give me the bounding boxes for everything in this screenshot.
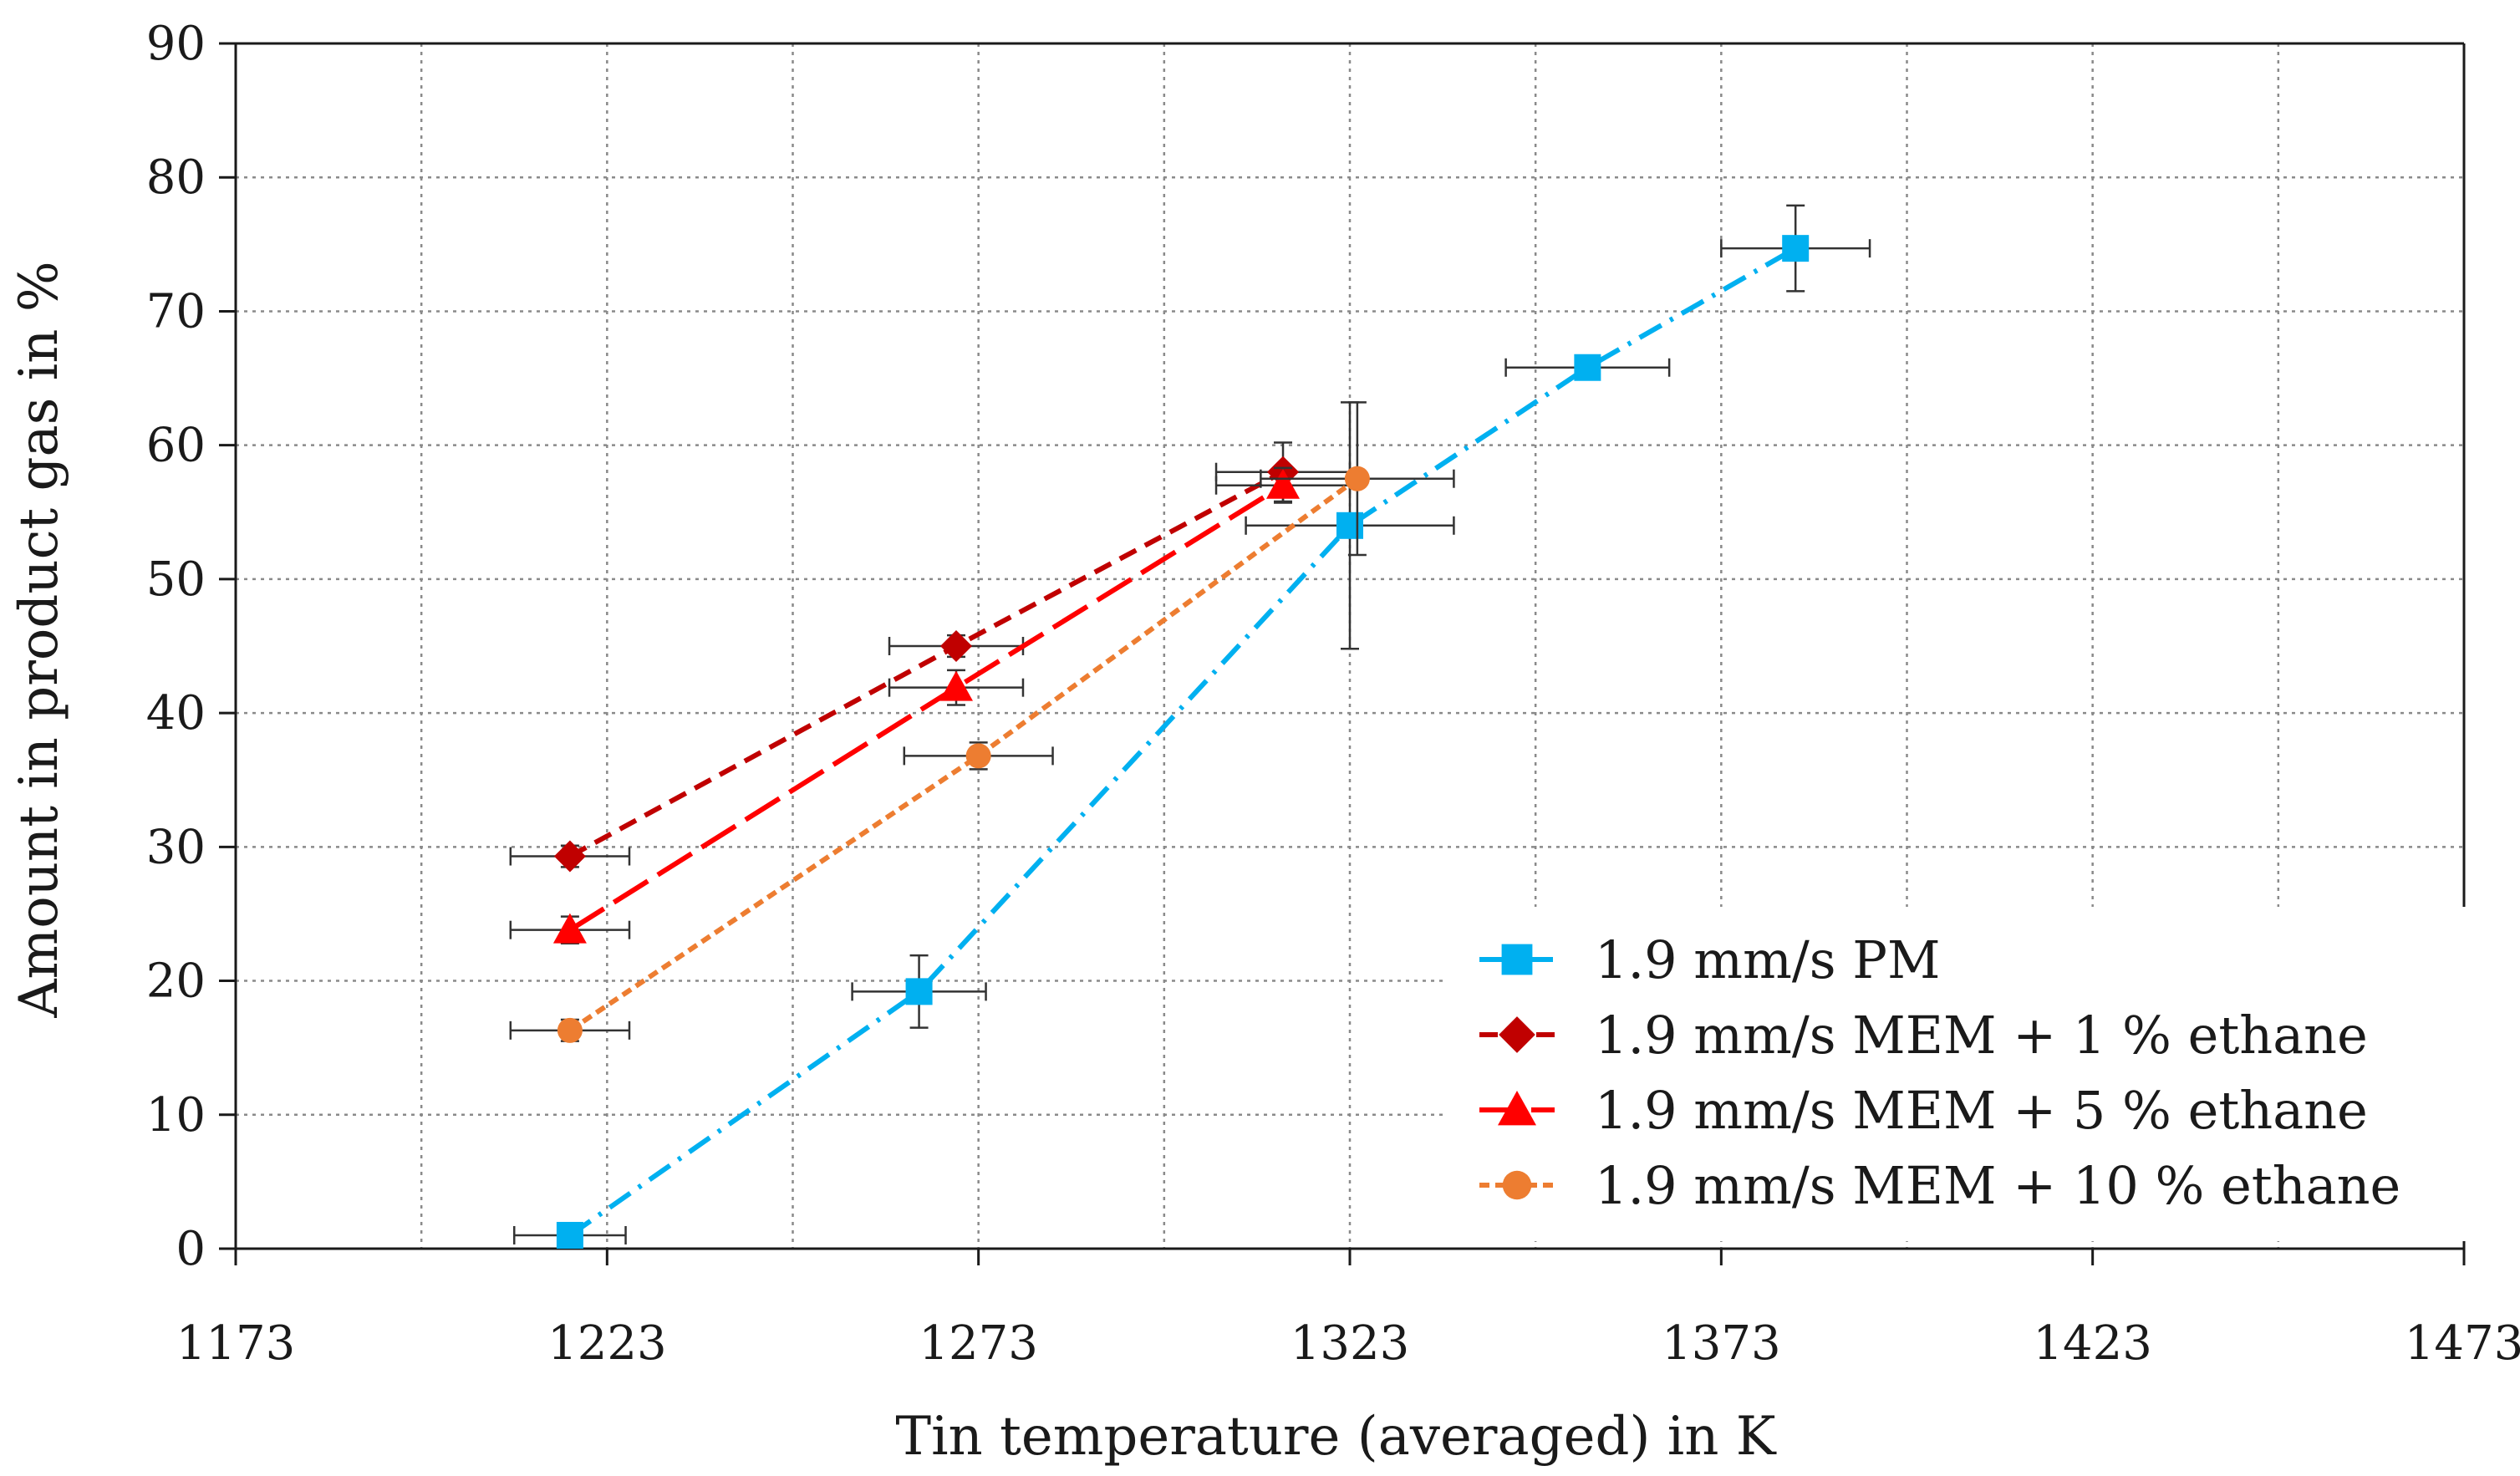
series-group <box>513 204 1871 1249</box>
legend-marker <box>1502 1170 1532 1200</box>
x-tick-label: 1423 <box>2033 1316 2152 1371</box>
legend-label: 1.9 mm/s MEM + 5 % ethane <box>1595 1080 2368 1141</box>
series-group <box>509 466 1352 944</box>
y-tick-label: 20 <box>146 954 206 1009</box>
data-point <box>556 1221 583 1249</box>
data-point <box>1782 235 1810 262</box>
x-tick-label: 1273 <box>919 1316 1038 1371</box>
y-tick-label: 30 <box>146 820 206 874</box>
x-tick-label: 1373 <box>1662 1316 1781 1371</box>
legend-label: 1.9 mm/s MEM + 10 % ethane <box>1595 1155 2400 1216</box>
data-point <box>552 913 587 944</box>
data-point <box>553 840 586 873</box>
y-tick-label: 50 <box>146 552 206 607</box>
y-axis-title: Amount in product gas in % <box>8 261 70 1018</box>
legend-background <box>1446 907 2466 1241</box>
data-point <box>1266 468 1301 499</box>
data-point <box>1336 512 1363 539</box>
x-tick-label: 1223 <box>547 1316 667 1371</box>
data-point <box>939 670 974 701</box>
legend-marker <box>1498 1091 1536 1126</box>
y-tick-label: 60 <box>146 419 206 473</box>
series-line <box>568 246 1797 1238</box>
y-tick-label: 70 <box>146 284 206 338</box>
y-tick-label: 0 <box>176 1222 206 1276</box>
x-tick-label: 1473 <box>2405 1316 2520 1371</box>
series-line <box>568 483 1285 933</box>
data-point <box>905 978 933 1005</box>
x-axis-title: Tin temperature (averaged) in K <box>895 1406 1776 1468</box>
data-point <box>965 743 991 769</box>
data-series <box>509 204 1871 1249</box>
series-line <box>568 476 1359 1033</box>
legend-label: 1.9 mm/s PM <box>1595 929 1941 990</box>
legend-marker <box>1501 944 1533 975</box>
legend-marker <box>1499 1016 1535 1053</box>
series-group <box>509 401 1455 1043</box>
y-tick-label: 90 <box>146 17 206 71</box>
legend: 1.9 mm/s PM 1.9 mm/s MEM + 1 % ethane 1.9 … <box>1446 907 2466 1241</box>
x-tick-label: 1323 <box>1291 1316 1410 1371</box>
series-group <box>509 441 1352 873</box>
y-tick-label: 80 <box>146 150 206 205</box>
data-point <box>940 630 973 662</box>
tick-labels: 0 10 20 30 40 50 60 70 80 90 1173 1223 1273 1323 1373 1… <box>146 17 2520 1371</box>
y-tick-label: 40 <box>146 686 206 741</box>
data-point <box>1344 466 1370 491</box>
data-point <box>1574 354 1601 381</box>
y-tick-label: 10 <box>146 1088 206 1143</box>
data-point <box>557 1017 583 1043</box>
legend-label: 1.9 mm/s MEM + 1 % ethane <box>1595 1005 2368 1066</box>
x-tick-label: 1173 <box>176 1316 296 1371</box>
